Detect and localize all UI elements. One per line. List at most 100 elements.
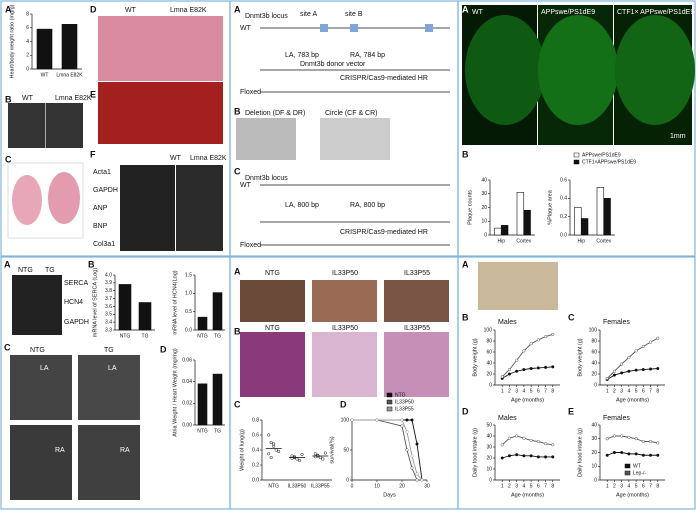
label: Females bbox=[603, 319, 630, 326]
y-tick-label: 0.2 bbox=[252, 462, 259, 468]
y-tick-label: 0.8 bbox=[252, 417, 259, 423]
x-tick-label: 30 bbox=[424, 483, 430, 489]
label: Circle (CF & CR) bbox=[325, 110, 378, 117]
marker bbox=[507, 368, 511, 372]
marker bbox=[627, 452, 631, 456]
label: Floxed bbox=[240, 89, 261, 96]
y-axis-label: Daily food intake (g) bbox=[472, 428, 478, 477]
x-tick-label: 7 bbox=[649, 483, 652, 489]
chart: 0.00 0.02 0.04 0.06 Atria Weight / Heart Wei… bbox=[172, 348, 225, 437]
chart: 0 50 100 survival(%) Days 0 10 20 30 NTGIL33P50IL… bbox=[329, 392, 430, 498]
y-tick-label: 20 bbox=[486, 455, 492, 461]
panel-letter: D bbox=[340, 399, 347, 409]
lung-histology bbox=[240, 332, 305, 397]
x-tick-label: 10 bbox=[374, 483, 380, 489]
x-tick-label: Cortex bbox=[516, 238, 531, 244]
marker bbox=[627, 369, 631, 373]
x-tick-label: 8 bbox=[551, 388, 554, 394]
x-tick-label: Hip bbox=[577, 238, 585, 244]
y-tick-label: 0 bbox=[26, 66, 29, 72]
marker bbox=[405, 448, 409, 452]
x-tick-label: NTG bbox=[120, 333, 131, 339]
marker bbox=[410, 454, 414, 458]
label: CTF1× APPswe/PS1dE9 bbox=[617, 9, 694, 16]
dot bbox=[277, 449, 281, 454]
marker bbox=[649, 439, 653, 444]
blot-label: BNP bbox=[93, 223, 108, 230]
legend-swatch bbox=[386, 406, 393, 412]
marker bbox=[507, 436, 511, 440]
marker bbox=[400, 424, 404, 428]
y-tick-label: 3.3 bbox=[105, 327, 112, 333]
marker bbox=[410, 418, 414, 422]
label: CRISPR/Cas9-mediated HR bbox=[340, 75, 428, 82]
marker bbox=[641, 453, 645, 457]
y-tick-label: 10 bbox=[481, 219, 487, 225]
marker bbox=[656, 366, 660, 371]
x-tick-label: 2 bbox=[613, 388, 616, 394]
panel-letter: C bbox=[568, 312, 575, 322]
y-tick-label: 2 bbox=[26, 53, 29, 59]
panel-letter: A bbox=[462, 4, 469, 14]
label: WT bbox=[22, 95, 34, 102]
panel-letter: B bbox=[462, 312, 469, 322]
legend-label: IL33P55 bbox=[395, 406, 414, 412]
y-tick-label: 0.00 bbox=[182, 422, 192, 428]
gel-image bbox=[320, 118, 390, 160]
x-tick-label: 3 bbox=[620, 483, 623, 489]
y-tick-label: 10 bbox=[486, 466, 492, 472]
x-tick-label: NTG bbox=[197, 428, 208, 434]
label: NTG bbox=[30, 347, 45, 354]
lung-image bbox=[312, 280, 377, 322]
bar bbox=[603, 198, 611, 236]
panel-letter: A bbox=[234, 4, 241, 14]
blot-image bbox=[176, 165, 223, 251]
y-tick-label: 0.4 bbox=[560, 196, 567, 202]
label: NTG bbox=[18, 267, 33, 274]
x-tick-label: 8 bbox=[656, 388, 659, 394]
lung-image bbox=[384, 280, 449, 322]
chart: 0 10 20 30 40 50 Daily food intake (g) Age (mon… bbox=[472, 422, 560, 498]
label: NTG bbox=[265, 270, 280, 277]
marker bbox=[634, 452, 638, 456]
x-axis-label: Age (months) bbox=[616, 397, 649, 403]
legend-swatch bbox=[573, 159, 580, 165]
gel-image bbox=[236, 118, 296, 160]
bar bbox=[138, 302, 152, 331]
marker bbox=[649, 453, 653, 457]
marker bbox=[605, 437, 609, 441]
y-tick-label: 3.9 bbox=[105, 280, 112, 286]
marker bbox=[529, 438, 533, 442]
marker bbox=[649, 340, 653, 344]
chart: 0 2 4 6 8 Heart/body weight ratio (mg/g) WT Lmn… bbox=[9, 4, 83, 78]
marker bbox=[634, 437, 638, 441]
panel-letter: C bbox=[5, 154, 12, 164]
label: IL33P50 bbox=[332, 325, 358, 332]
label: TG bbox=[45, 267, 55, 274]
x-tick-label: WT bbox=[41, 72, 49, 78]
lung-histology bbox=[384, 332, 449, 397]
marker bbox=[405, 418, 409, 422]
x-axis-label: Days bbox=[383, 492, 396, 498]
panel-letter: F bbox=[90, 149, 96, 159]
y-tick-label: 60 bbox=[486, 349, 492, 355]
label: IL33P50 bbox=[332, 270, 358, 277]
x-tick-label: 2 bbox=[508, 388, 511, 394]
marker bbox=[536, 338, 540, 342]
bar bbox=[212, 373, 223, 426]
y-tick-label: 0.06 bbox=[182, 357, 192, 363]
marker bbox=[656, 336, 660, 340]
marker bbox=[515, 358, 519, 362]
y-tick-label: 3.6 bbox=[105, 304, 112, 310]
label: CRISPR/Cas9-mediated HR bbox=[340, 229, 428, 236]
label: site A bbox=[300, 11, 317, 18]
dot bbox=[292, 455, 297, 459]
marker bbox=[507, 372, 511, 376]
marker bbox=[551, 443, 555, 447]
label: IL33P55 bbox=[404, 325, 430, 332]
y-axis-label: Body weight (g) bbox=[577, 338, 583, 376]
marker bbox=[649, 367, 653, 371]
x-tick-label: 7 bbox=[544, 483, 547, 489]
y-axis-label: mRNA level of HCN4(Log) bbox=[172, 270, 178, 334]
legend-swatch bbox=[624, 470, 631, 476]
